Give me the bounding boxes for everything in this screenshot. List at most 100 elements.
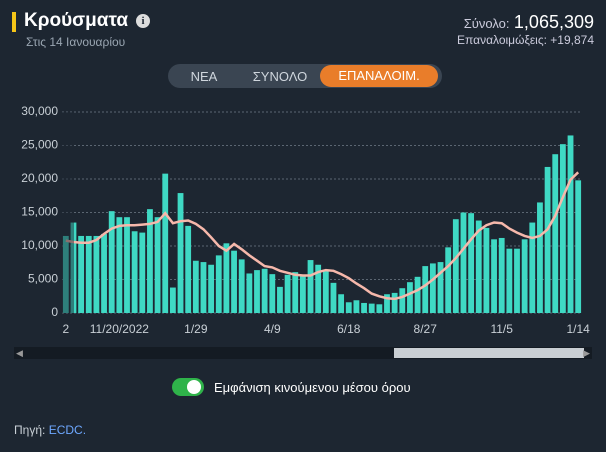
- bar: [139, 232, 146, 313]
- bar: [368, 303, 375, 313]
- bar: [330, 282, 337, 313]
- bar: [361, 302, 367, 313]
- moving-average-line: [65, 171, 580, 301]
- bar: [269, 274, 276, 313]
- chart: 0 5,000 10,000 15,000 20,000 25,000 30,000 2 11/…: [21, 104, 590, 336]
- toggle[interactable]: [172, 378, 204, 396]
- scroll-right[interactable]: ▶: [583, 348, 590, 358]
- bar: [384, 294, 390, 313]
- y-tick-label: 30,000: [21, 104, 58, 118]
- bar: [552, 154, 559, 313]
- bar: [506, 248, 513, 313]
- bar: [307, 260, 314, 313]
- bar: [131, 231, 138, 313]
- bar: [200, 262, 207, 313]
- y-tick-label: 15,000: [21, 205, 58, 219]
- reinfections: Επαναλοιμώξεις: +19,874: [457, 33, 594, 47]
- bar: [277, 286, 283, 313]
- bar: [231, 250, 237, 313]
- bar: [223, 243, 230, 313]
- tab[interactable]: ΝΕΑ: [190, 68, 218, 84]
- scroll-left[interactable]: ◀: [16, 348, 23, 358]
- x-tick-label: 2: [62, 322, 69, 336]
- bar: [468, 213, 475, 313]
- info-icon[interactable]: i: [136, 14, 150, 28]
- bar: [238, 259, 245, 313]
- x-tick-label: 6/18: [337, 322, 361, 336]
- y-tick-label: 0: [51, 305, 58, 319]
- bar: [422, 266, 429, 313]
- scrollbar-thumb[interactable]: [394, 348, 584, 358]
- bar: [491, 239, 497, 313]
- bar: [399, 288, 406, 313]
- totals: Σύνολο: 1,065,309 Επαναλοιμώξεις: +19,87…: [457, 12, 594, 47]
- toggle-knob: [187, 380, 201, 394]
- x-tick-label: 11/5: [490, 322, 513, 336]
- bar: [85, 235, 92, 313]
- scrollbar-track[interactable]: ◀ ▶: [14, 347, 592, 359]
- scroll-fade: [62, 112, 74, 313]
- accent-bar: [12, 12, 16, 32]
- bar: [101, 233, 107, 313]
- bar: [116, 217, 123, 313]
- source-label: Πηγή:: [14, 423, 46, 437]
- tab-active[interactable]: ΕΠΑΝΑΛΟΙΜ.: [320, 65, 438, 87]
- x-tick-label: 1/14: [566, 322, 590, 336]
- bar: [567, 135, 574, 313]
- bar: [254, 270, 260, 313]
- tab-bar: ΝΕΑ ΣΥΝΟΛΟ ΕΠΑΝΑΛΟΙΜ.: [168, 64, 442, 88]
- bar: [452, 219, 459, 313]
- total-value: 1,065,309: [513, 12, 594, 32]
- bar: [154, 217, 161, 313]
- bar: [407, 282, 413, 313]
- source-link[interactable]: ECDC.: [48, 423, 87, 437]
- bar: [215, 255, 222, 313]
- bar: [208, 264, 215, 313]
- bar: [544, 166, 551, 313]
- y-tick-label: 10,000: [21, 238, 58, 252]
- bar: [521, 239, 528, 313]
- bar: [376, 304, 383, 313]
- y-tick-label: 25,000: [21, 138, 58, 152]
- bar: [108, 211, 115, 313]
- bar: [322, 270, 329, 313]
- y-tick-label: 5,000: [28, 272, 58, 286]
- bar: [169, 287, 176, 313]
- bar: [445, 247, 452, 313]
- bar: [437, 262, 444, 313]
- bar: [537, 202, 543, 313]
- y-tick-label: 20,000: [21, 171, 58, 185]
- x-tick-label: 8/27: [414, 322, 438, 336]
- bar: [292, 272, 299, 313]
- bar: [93, 235, 100, 313]
- source: Πηγή: ECDC.: [14, 423, 86, 437]
- bar: [353, 300, 360, 313]
- bar: [78, 235, 85, 313]
- bar: [261, 268, 268, 313]
- bar: [162, 173, 169, 313]
- tab[interactable]: ΣΥΝΟΛΟ: [252, 68, 308, 84]
- bar: [246, 273, 253, 313]
- bar: [345, 302, 352, 313]
- bar: [185, 225, 192, 313]
- bar: [299, 274, 306, 313]
- toggle-label: Εμφάνιση κινούμενου μέσου όρου: [214, 380, 411, 395]
- bar: [124, 217, 130, 313]
- bar: [529, 222, 536, 313]
- bar: [192, 260, 199, 313]
- total-label: Σύνολο:: [463, 16, 510, 31]
- bar: [460, 212, 467, 313]
- bar: [284, 274, 291, 313]
- bar: [514, 248, 520, 313]
- bar: [315, 264, 322, 313]
- bar: [177, 193, 184, 313]
- bar: [338, 294, 345, 313]
- bar: [147, 209, 153, 313]
- bar: [483, 227, 490, 313]
- x-tick-label: 11/20/2022: [90, 322, 149, 336]
- bar: [391, 292, 398, 313]
- x-tick-label: 4/9: [264, 322, 281, 336]
- x-tick-label: 1/29: [184, 322, 208, 336]
- bar: [429, 263, 436, 313]
